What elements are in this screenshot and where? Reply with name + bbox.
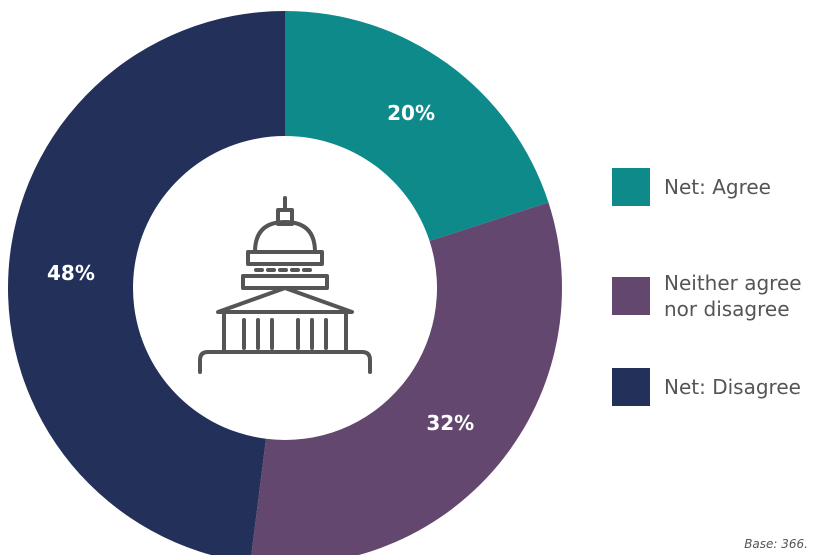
slices — [8, 11, 562, 555]
slice — [8, 11, 285, 555]
legend-swatch — [612, 277, 650, 315]
legend-item: Neither agree nor disagree — [612, 270, 814, 322]
capitol-icon — [198, 196, 372, 374]
legend-label: Net: Disagree — [664, 375, 801, 399]
legend-swatch — [612, 368, 650, 406]
base-note: Base: 366. — [744, 537, 808, 551]
value-label: 32% — [426, 411, 474, 435]
legend-label: Net: Agree — [664, 175, 771, 199]
legend-item: Net: Disagree — [612, 368, 814, 406]
slice — [285, 11, 549, 242]
value-label: 48% — [47, 261, 95, 285]
legend-item: Net: Agree — [612, 168, 814, 206]
legend-label: Neither agree nor disagree — [664, 271, 802, 321]
slice — [251, 202, 562, 555]
value-label: 20% — [387, 101, 435, 125]
legend-swatch — [612, 168, 650, 206]
